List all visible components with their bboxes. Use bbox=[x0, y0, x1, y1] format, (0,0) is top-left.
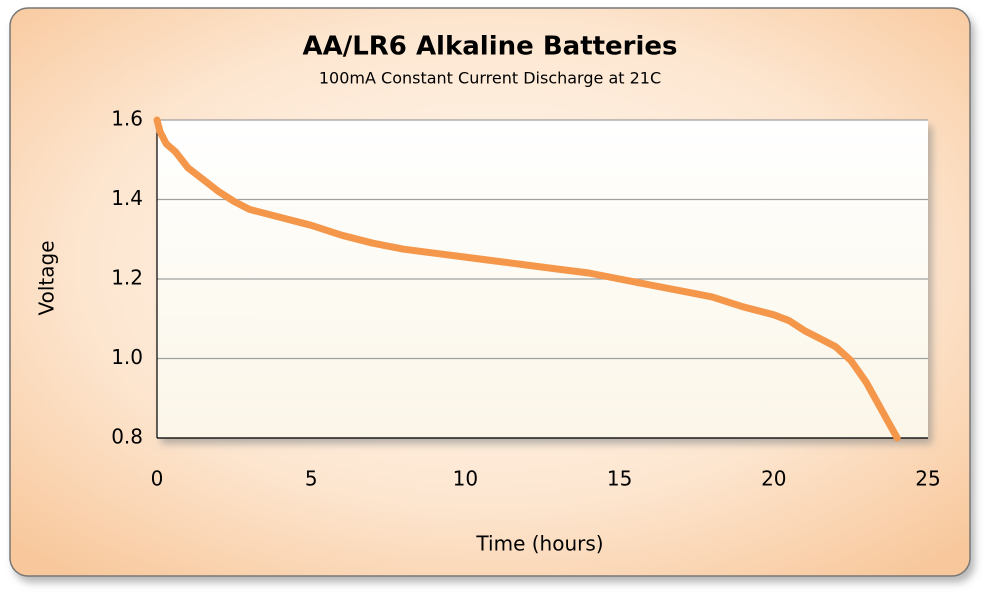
y-tick-label: 0.8 bbox=[111, 425, 143, 449]
x-tick-label: 0 bbox=[151, 467, 164, 491]
data-line bbox=[153, 116, 901, 442]
y-tick-label: 1.6 bbox=[111, 107, 143, 131]
x-tick-label: 25 bbox=[915, 467, 940, 491]
y-tick-label: 1.4 bbox=[111, 186, 143, 210]
x-axis-label: Time (hours) bbox=[475, 532, 603, 556]
x-tick-label: 15 bbox=[607, 467, 632, 491]
x-tick-label: 10 bbox=[453, 467, 478, 491]
chart-title: AA/LR6 Alkaline Batteries bbox=[302, 32, 677, 62]
x-tick-label: 5 bbox=[305, 467, 318, 491]
x-tick-label: 20 bbox=[761, 467, 786, 491]
chart-subtitle: 100mA Constant Current Discharge at 21C bbox=[319, 69, 661, 88]
y-tick-label: 1.0 bbox=[111, 345, 143, 369]
y-tick-label: 1.2 bbox=[111, 266, 143, 290]
y-axis-label: Voltage bbox=[35, 240, 59, 315]
